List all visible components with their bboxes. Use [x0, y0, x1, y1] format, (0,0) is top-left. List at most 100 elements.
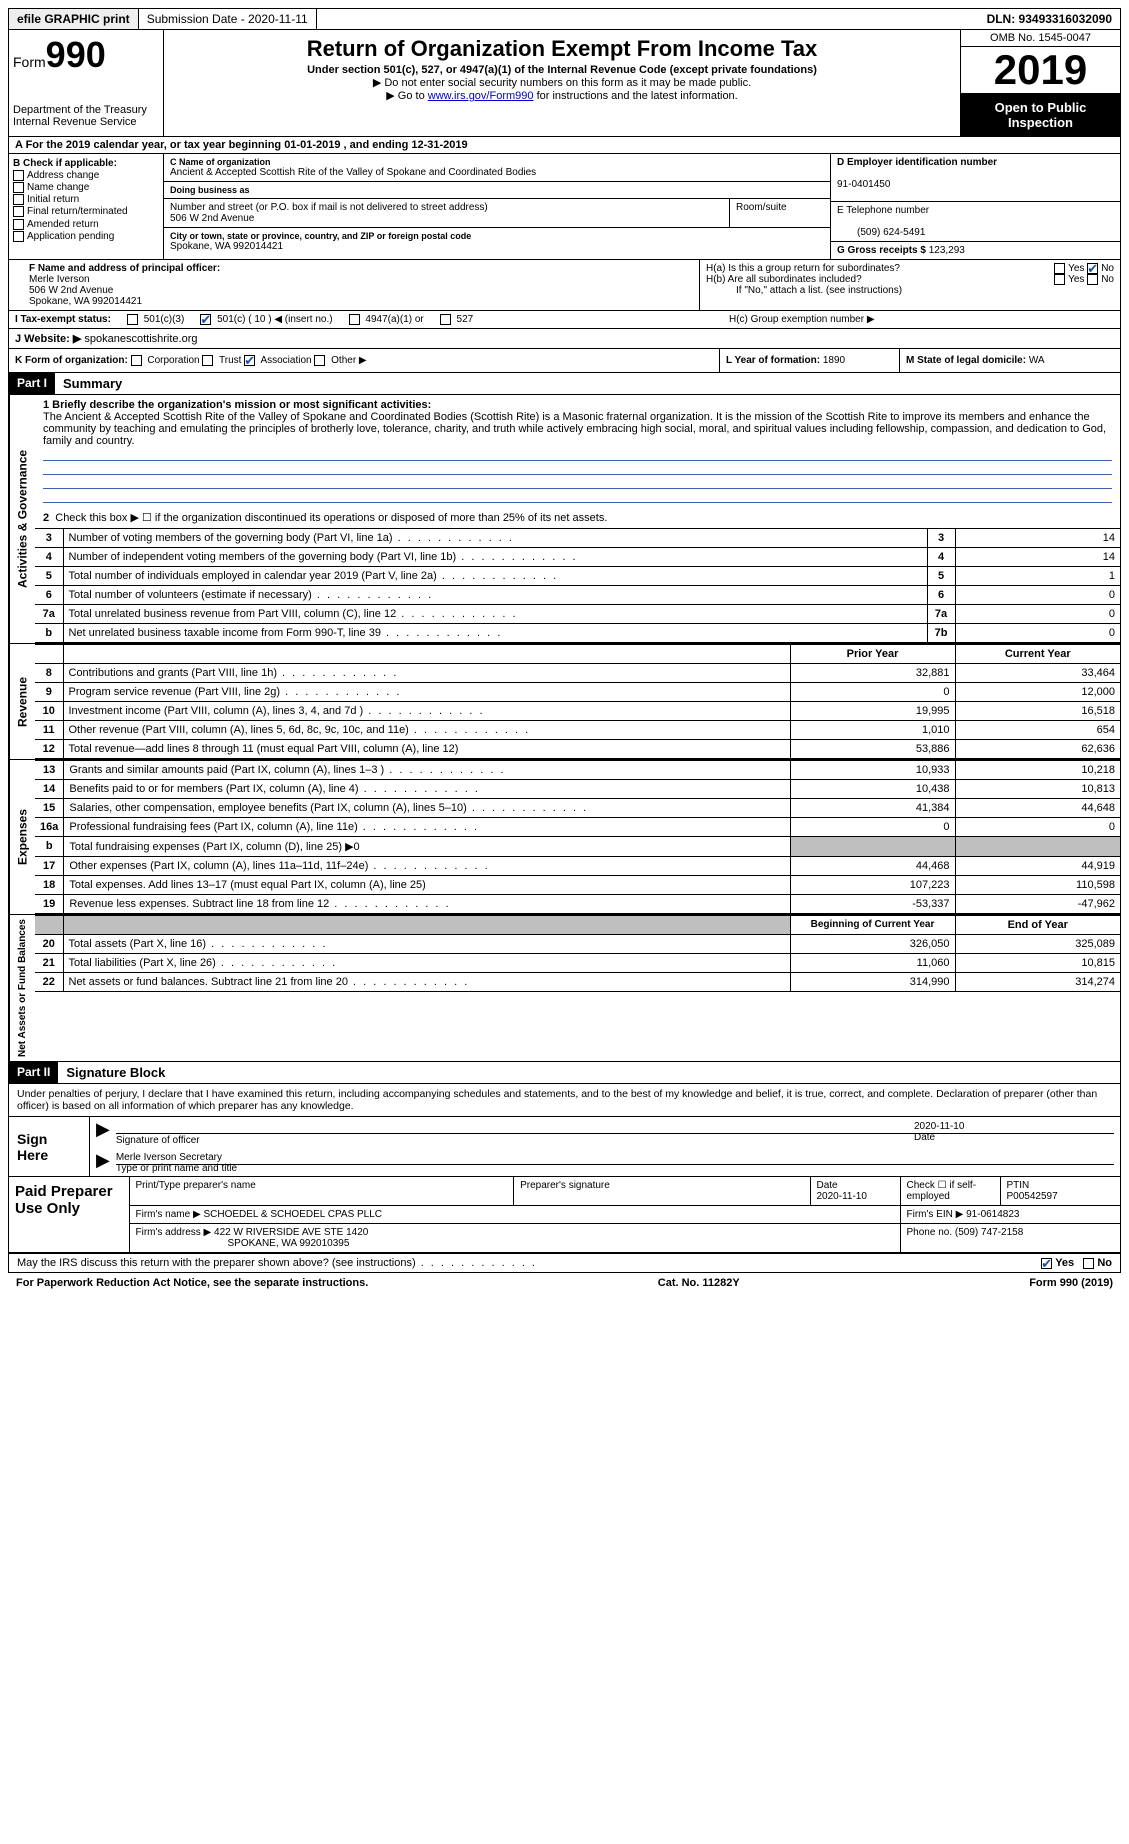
officer-label: F Name and address of principal officer: [29, 263, 220, 274]
form-subtitle-1: Under section 501(c), 527, or 4947(a)(1)… [168, 64, 956, 76]
room-label: Room/suite [736, 202, 824, 213]
ein-value: 91-0401450 [837, 179, 890, 190]
dept-treasury: Department of the Treasury Internal Reve… [13, 104, 159, 128]
efile-print-button[interactable]: efile GRAPHIC print [9, 9, 139, 29]
year-formation: L Year of formation: 1890 [720, 349, 900, 372]
right-info: D Employer identification number 91-0401… [830, 154, 1120, 259]
ha-label: H(a) Is this a group return for subordin… [706, 263, 1054, 274]
opt-application-pending[interactable]: Application pending [13, 231, 159, 242]
exp-row-18: Total expenses. Add lines 13–17 (must eq… [64, 876, 790, 895]
ein-label: D Employer identification number [837, 157, 997, 168]
tax-year-range: A For the 2019 calendar year, or tax yea… [8, 137, 1121, 154]
address-row: Number and street (or P.O. box if mail i… [164, 199, 830, 228]
gross-value: 123,293 [929, 245, 965, 256]
rev-row-9: Program service revenue (Part VIII, line… [63, 683, 790, 702]
officer-signature-field[interactable]: Signature of officer [116, 1133, 914, 1146]
discuss-no-check[interactable] [1083, 1258, 1094, 1269]
officer-name: Merle Iverson [29, 274, 90, 285]
top-bar: efile GRAPHIC print Submission Date - 20… [8, 8, 1121, 30]
exp-row-14: Benefits paid to or for members (Part IX… [64, 780, 790, 799]
sig-date-field: 2020-11-10 Date [914, 1133, 1114, 1146]
revenue-side-label: Revenue [9, 644, 35, 759]
opt-assoc[interactable]: Association [244, 355, 311, 366]
governance-table: 3Number of voting members of the governi… [35, 528, 1120, 643]
opt-527[interactable]: 527 [440, 314, 473, 325]
discuss-yes-check[interactable] [1041, 1258, 1052, 1269]
line2: 2 Check this box ▶ ☐ if the organization… [35, 507, 1120, 528]
sign-here-row: Sign Here ▶ Signature of officer 2020-11… [9, 1116, 1120, 1176]
org-info: C Name of organization Ancient & Accepte… [164, 154, 830, 259]
netassets-table: Beginning of Current YearEnd of Year 20T… [35, 915, 1120, 992]
cat-no: Cat. No. 11282Y [658, 1277, 740, 1289]
sign-here-label: Sign Here [9, 1117, 89, 1176]
phone-cell: E Telephone number (509) 624-5491 [831, 202, 1120, 242]
hdr-curr: Current Year [955, 645, 1120, 664]
exp-row-16b: Total fundraising expenses (Part IX, col… [64, 837, 790, 857]
city-value: Spokane, WA 992014421 [170, 241, 824, 252]
phone-label: E Telephone number [837, 205, 929, 216]
col-b-title: B Check if applicable: [13, 158, 117, 169]
tax-year: 2019 [961, 47, 1120, 94]
na-row-21: Total liabilities (Part X, line 26) [63, 954, 790, 973]
pra-notice: For Paperwork Reduction Act Notice, see … [16, 1277, 368, 1289]
part2-header-row: Part II Signature Block [8, 1062, 1121, 1084]
hb-no[interactable]: No [1101, 274, 1114, 285]
hb-yes[interactable]: Yes [1068, 274, 1084, 285]
ein-cell: D Employer identification number 91-0401… [831, 154, 1120, 202]
gov-row-3: Number of voting members of the governin… [63, 529, 927, 548]
open-public-badge: Open to Public Inspection [961, 94, 1120, 136]
sign-arrow-icon: ▶ [96, 1119, 110, 1146]
expenses-section: Expenses 13Grants and similar amounts pa… [8, 760, 1121, 915]
goto-post: for instructions and the latest informat… [534, 90, 738, 102]
form-id-block: Form990 Department of the Treasury Inter… [9, 30, 164, 136]
website-row: J Website: ▶ spokanescottishrite.org [9, 329, 1120, 349]
officer-addr1: 506 W 2nd Avenue [29, 285, 113, 296]
opt-501c3[interactable]: 501(c)(3) [127, 314, 184, 325]
org-name-cell: C Name of organization Ancient & Accepte… [164, 154, 830, 182]
group-return-cell: H(a) Is this a group return for subordin… [700, 260, 1120, 310]
opt-trust[interactable]: Trust [202, 355, 241, 366]
gov-row-4: Number of independent voting members of … [63, 548, 927, 567]
gov-row-7a: Total unrelated business revenue from Pa… [63, 605, 927, 624]
opt-501c[interactable]: 501(c) ( 10 ) ◀ (insert no.) [200, 314, 332, 325]
irs-link[interactable]: www.irs.gov/Form990 [428, 90, 534, 102]
year-block: OMB No. 1545-0047 2019 Open to Public In… [960, 30, 1120, 136]
opt-amended-return[interactable]: Amended return [13, 219, 159, 230]
org-name: Ancient & Accepted Scottish Rite of the … [170, 167, 824, 178]
opt-4947[interactable]: 4947(a)(1) or [349, 314, 424, 325]
governance-side-label: Activities & Governance [9, 395, 35, 643]
part2-title: Signature Block [58, 1062, 1120, 1083]
opt-initial-return[interactable]: Initial return [13, 194, 159, 205]
gov-row-7b: Net unrelated business taxable income fr… [63, 624, 927, 643]
form-title: Return of Organization Exempt From Incom… [168, 36, 956, 62]
submission-date: Submission Date - 2020-11-11 [139, 9, 317, 29]
gross-label: G Gross receipts $ [837, 245, 926, 256]
hc-label: H(c) Group exemption number ▶ [729, 314, 1114, 325]
paid-preparer-table: Paid Preparer Use Only Print/Type prepar… [9, 1176, 1120, 1253]
opt-corp[interactable]: Corporation [131, 355, 200, 366]
footer-row: For Paperwork Reduction Act Notice, see … [8, 1273, 1121, 1293]
ptin-cell: PTINP00542597 [1000, 1177, 1120, 1206]
website-value: spokanescottishrite.org [84, 333, 197, 345]
exp-row-16a: Professional fundraising fees (Part IX, … [64, 818, 790, 837]
opt-address-change[interactable]: Address change [13, 170, 159, 181]
opt-name-change[interactable]: Name change [13, 182, 159, 193]
form-subtitle-2: ▶ Do not enter social security numbers o… [168, 76, 956, 89]
state-domicile: M State of legal domicile: WA [900, 349, 1120, 372]
self-employed-check[interactable]: Check ☐ if self-employed [900, 1177, 1000, 1206]
opt-final-return[interactable]: Final return/terminated [13, 206, 159, 217]
expenses-table: 13Grants and similar amounts paid (Part … [35, 760, 1120, 914]
gov-row-5: Total number of individuals employed in … [63, 567, 927, 586]
form-footer: Form 990 (2019) [1029, 1277, 1113, 1289]
revenue-section: Revenue Prior YearCurrent Year 8Contribu… [8, 644, 1121, 760]
opt-other[interactable]: Other ▶ [314, 355, 366, 366]
mission-block: 1 Briefly describe the organization's mi… [35, 395, 1120, 507]
ha-yes[interactable]: Yes [1068, 263, 1084, 274]
k-left: K Form of organization: Corporation Trus… [9, 349, 720, 372]
preparer-name-hdr: Print/Type preparer's name [129, 1177, 514, 1206]
gross-receipts-cell: G Gross receipts $ 123,293 [831, 242, 1120, 259]
exp-row-15: Salaries, other compensation, employee b… [64, 799, 790, 818]
exp-row-19: Revenue less expenses. Subtract line 18 … [64, 895, 790, 914]
exp-row-17: Other expenses (Part IX, column (A), lin… [64, 857, 790, 876]
ha-no[interactable]: No [1101, 263, 1114, 274]
